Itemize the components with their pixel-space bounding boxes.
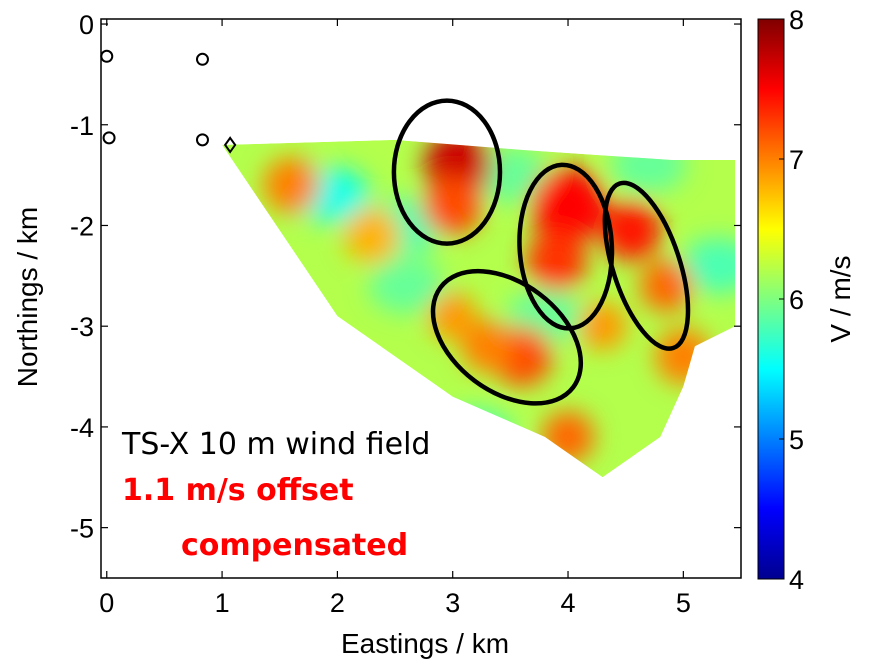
hot-spot xyxy=(461,320,514,373)
station-diamond-marker xyxy=(223,136,237,154)
colorbar-tick-label: 4 xyxy=(789,565,804,595)
station-circle-marker xyxy=(195,52,209,66)
y-axis-label: Northings / km xyxy=(12,207,43,388)
station-circle-marker xyxy=(102,131,116,145)
hot-spot xyxy=(422,175,483,236)
highlight-ellipses xyxy=(391,98,691,406)
annotation-offset: 1.1 m/s offset xyxy=(122,473,354,508)
hot-spot xyxy=(601,200,662,261)
colorbar-label: V / m/s xyxy=(825,255,856,342)
annotation-compensated: compensated xyxy=(181,528,408,563)
highlight-ellipse xyxy=(430,268,584,406)
hot-spot xyxy=(640,259,693,312)
x-tick-label: 4 xyxy=(561,588,576,618)
hot-spot xyxy=(578,302,627,351)
x-tick-label: 0 xyxy=(99,588,114,618)
highlight-ellipse xyxy=(602,180,691,351)
highlight-ellipse xyxy=(391,98,503,246)
y-tick-label: 0 xyxy=(79,10,94,40)
x-axis-ticks: 0 1 2 3 4 5 xyxy=(99,19,691,618)
cool-spot xyxy=(437,408,514,465)
axes-box xyxy=(100,18,742,579)
annotation-block: TS-X 10 m wind field 1.1 m/s offset comp… xyxy=(121,427,430,563)
x-tick-label: 3 xyxy=(445,588,460,618)
x-tick-label: 2 xyxy=(330,588,345,618)
cool-spot xyxy=(679,237,736,294)
hot-spot xyxy=(526,230,587,291)
hot-spot xyxy=(530,167,607,244)
colorbar-tick-label: 7 xyxy=(789,145,804,175)
x-tick-label: 5 xyxy=(676,588,691,618)
station-circle-marker xyxy=(195,133,209,147)
hot-spot xyxy=(263,157,320,214)
colorbar: 4 5 6 7 8 V / m/s xyxy=(757,5,856,595)
y-tick-label: -4 xyxy=(70,413,94,443)
colorbar-tick-label: 8 xyxy=(789,5,804,35)
hot-spot xyxy=(542,410,595,463)
colorbar-ticks: 4 5 6 7 8 xyxy=(779,5,804,595)
y-axis-ticks: 0 -1 -2 -3 -4 -5 xyxy=(70,10,741,544)
x-tick-label: 1 xyxy=(215,588,230,618)
y-tick-label: -2 xyxy=(70,211,94,241)
x-axis-label: Eastings / km xyxy=(341,628,509,659)
y-tick-label: -5 xyxy=(70,514,94,544)
colorbar-tick-label: 5 xyxy=(789,425,804,455)
annotation-title: TS-X 10 m wind field xyxy=(121,427,430,462)
station-circle-marker xyxy=(100,49,114,63)
hot-spot xyxy=(343,207,400,264)
station-markers xyxy=(100,49,237,154)
hot-spot xyxy=(428,292,477,341)
plot-area: 0 1 2 3 4 5 0 -1 -2 -3 -4 -5 xyxy=(70,10,742,618)
y-tick-label: -3 xyxy=(70,312,94,342)
colorbar-tick-label: 6 xyxy=(789,285,804,315)
y-tick-label: -1 xyxy=(70,111,94,141)
wind-field-heatmap xyxy=(222,139,736,478)
cool-spot xyxy=(368,257,445,314)
